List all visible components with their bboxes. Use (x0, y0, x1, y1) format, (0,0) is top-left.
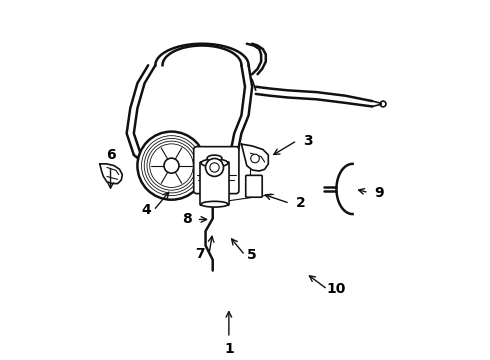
Text: 9: 9 (375, 185, 384, 199)
Text: 7: 7 (196, 247, 205, 261)
Text: 10: 10 (327, 282, 346, 296)
Text: 8: 8 (182, 212, 192, 226)
Text: 4: 4 (142, 203, 151, 217)
FancyBboxPatch shape (245, 175, 262, 197)
Ellipse shape (201, 201, 228, 207)
FancyBboxPatch shape (200, 162, 229, 205)
Text: 2: 2 (295, 196, 305, 210)
Circle shape (210, 163, 219, 172)
FancyBboxPatch shape (194, 147, 239, 194)
Circle shape (251, 154, 259, 163)
Circle shape (380, 101, 386, 107)
Text: 5: 5 (247, 248, 257, 262)
Text: 1: 1 (224, 342, 234, 356)
Ellipse shape (201, 159, 228, 167)
Circle shape (205, 158, 223, 176)
Ellipse shape (207, 155, 222, 162)
Circle shape (137, 132, 205, 200)
Text: 6: 6 (106, 148, 115, 162)
Text: 3: 3 (303, 134, 313, 148)
Circle shape (164, 158, 179, 173)
